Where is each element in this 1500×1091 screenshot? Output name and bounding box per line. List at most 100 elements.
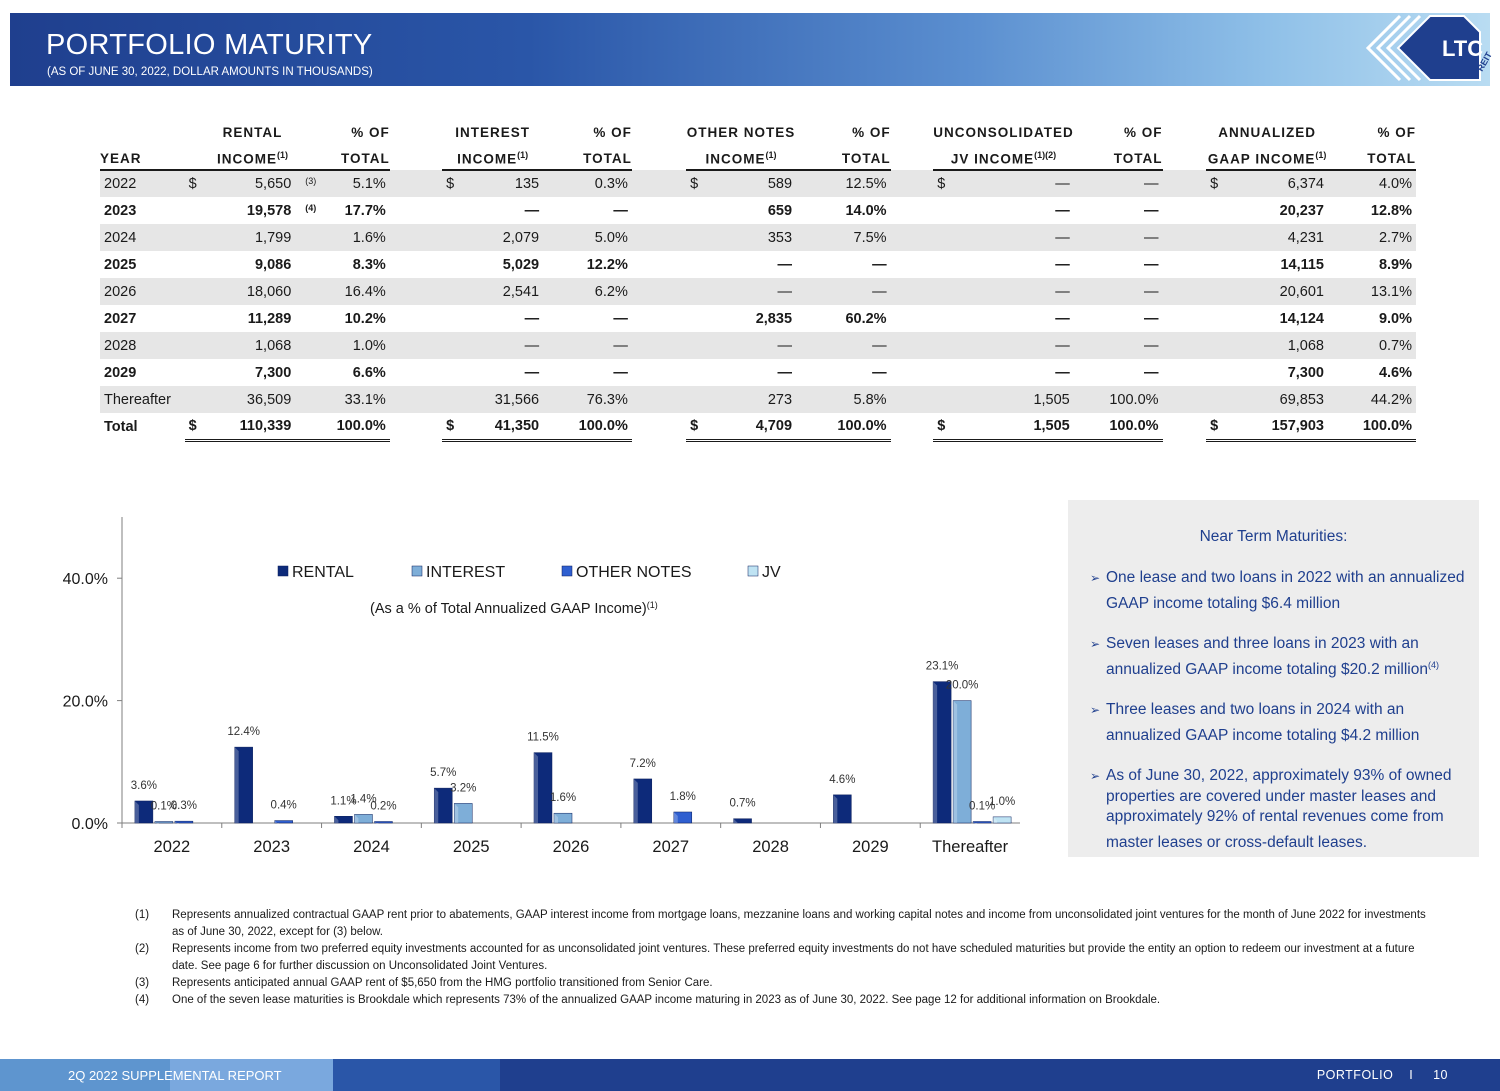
gaap-pct: 9.0% — [1378, 310, 1412, 327]
currency-cell — [933, 278, 957, 305]
x-tick-label: 2029 — [852, 838, 889, 856]
table-row: 2022 $5,650 (3) 5.1% $135 0.3% $589 12.5% $ — — $6,… — [100, 170, 1416, 197]
currency-cell — [686, 332, 709, 359]
bar-rental — [833, 794, 852, 824]
data-label: 1.6% — [550, 792, 576, 804]
bar-bevel — [134, 800, 139, 823]
year-cell: 2022 — [100, 170, 185, 197]
data-label: 1.0% — [989, 796, 1015, 808]
other-pct: — — [872, 364, 887, 381]
jv-value: — — [956, 278, 1074, 305]
table-row: 2025 9,086 8.3% 5,029 12.2% — — — — 14,115 8.9% — [100, 251, 1416, 278]
header-year: YEAR — [100, 143, 185, 171]
sidebox-item: ➢ Seven leases and three loans in 2023 wi… — [1090, 634, 1475, 680]
footnote-ref: (4) — [305, 202, 317, 213]
header-interest-income: INCOME(1) — [442, 143, 544, 171]
bar-interest — [154, 821, 174, 824]
rental-value: 5,650 — [206, 170, 296, 197]
currency-cell — [184, 278, 207, 305]
bar-bevel — [274, 820, 279, 825]
table-total-row: Total $110,339 100.0% $41,350 100.0% $4,709 10… — [100, 413, 1416, 442]
jv-pct: — — [1073, 332, 1163, 359]
data-label: 20.0% — [946, 680, 979, 692]
interest-pct: — — [543, 332, 632, 359]
rental-value: 1,068 — [206, 332, 296, 359]
bar-bevel — [354, 814, 359, 823]
other-value: 353 — [708, 224, 797, 251]
other-value: — — [777, 364, 793, 381]
legend-label: INTEREST — [426, 564, 505, 581]
jv-pct: 100.0% — [1073, 386, 1163, 413]
footnote: (3) Represents anticipated annual GAAP re… — [135, 975, 1435, 992]
x-tick-label: 2026 — [553, 838, 590, 856]
data-label: 1.4% — [350, 793, 376, 805]
rental-value: 19,578 — [246, 202, 292, 219]
other-pct: — — [872, 256, 887, 273]
currency-cell — [442, 251, 464, 278]
currency-cell: $ — [1206, 413, 1229, 442]
bar-bevel — [334, 816, 339, 823]
rental-pct: 1.6% — [320, 224, 390, 251]
other-pct: 5.8% — [796, 386, 891, 413]
jv-pct: — — [1073, 170, 1163, 197]
gaap-value: 20,601 — [1228, 278, 1328, 305]
x-tick-label: 2023 — [253, 838, 290, 856]
sidebox-title: Near Term Maturities: — [1199, 528, 1348, 545]
bar-rental — [533, 752, 553, 824]
rental-pct: 6.6% — [352, 364, 386, 381]
jv-pct: — — [1144, 364, 1159, 381]
header-gaap: ANNUALIZED — [1218, 125, 1316, 140]
table-row: Thereafter 36,509 33.1% 31,566 76.3% 273 5.8% 1… — [100, 386, 1416, 413]
bar-interest — [553, 812, 573, 824]
currency-cell — [185, 251, 207, 278]
currency-cell: $ — [933, 413, 957, 442]
data-label: 0.3% — [171, 800, 197, 812]
data-label: 1.8% — [670, 791, 696, 803]
gaap-pct: 4.6% — [1378, 364, 1412, 381]
data-label: 5.7% — [430, 767, 456, 779]
jv-value: — — [1055, 364, 1070, 381]
page-subtitle: (AS OF JUNE 30, 2022, DOLLAR AMOUNTS IN … — [47, 66, 373, 78]
data-label: 3.2% — [450, 782, 476, 794]
gaap-pct: 4.0% — [1328, 170, 1416, 197]
rental-value: 9,086 — [254, 256, 292, 273]
jv-pct: — — [1144, 202, 1159, 219]
arrow-bullet-icon: ➢ — [1090, 769, 1101, 784]
header-total: TOTAL — [320, 143, 390, 171]
header-pct: % OF — [1377, 125, 1416, 140]
currency-cell — [442, 278, 464, 305]
legend-swatch — [561, 565, 573, 577]
header-total: TOTAL — [543, 143, 632, 171]
currency-cell — [1206, 224, 1229, 251]
interest-pct: — — [613, 310, 628, 327]
gaap-pct: 12.8% — [1370, 202, 1412, 219]
rental-value: 18,060 — [206, 278, 296, 305]
ltc-reit-logo-icon: LTC REIT — [1365, 14, 1492, 82]
jv-value: 1,505 — [956, 413, 1074, 442]
x-tick-label: 2022 — [154, 838, 191, 856]
table-row: 2028 1,068 1.0% — — — — — —1,068 0.7% — [100, 332, 1416, 359]
bar-rental — [134, 800, 154, 824]
bar-bevel — [633, 778, 638, 823]
bar-rental — [633, 778, 653, 824]
interest-value: — — [524, 364, 540, 381]
currency-cell — [933, 332, 957, 359]
currency-cell — [185, 305, 207, 332]
gaap-value: 7,300 — [1287, 364, 1324, 381]
bar-bevel — [953, 700, 958, 823]
interest-pct: 6.2% — [543, 278, 632, 305]
header-pct: % OF — [1124, 125, 1163, 140]
bar-rental — [733, 818, 752, 824]
y-tick-label: 0.0% — [72, 816, 108, 833]
bar-bevel — [973, 821, 978, 826]
currency-cell — [686, 251, 708, 278]
interest-pct: — — [613, 202, 628, 219]
maturity-table: RENTAL % OF INTEREST % OF OTHER NOTES % … — [100, 116, 1416, 442]
year-cell: 2025 — [104, 256, 137, 273]
jv-value: — — [1055, 256, 1070, 273]
other-value: 589 — [708, 170, 797, 197]
other-pct: 7.5% — [796, 224, 891, 251]
x-tick-label: Thereafter — [932, 838, 1009, 856]
rental-value: 36,509 — [206, 386, 296, 413]
x-tick-label: 2024 — [353, 838, 390, 856]
